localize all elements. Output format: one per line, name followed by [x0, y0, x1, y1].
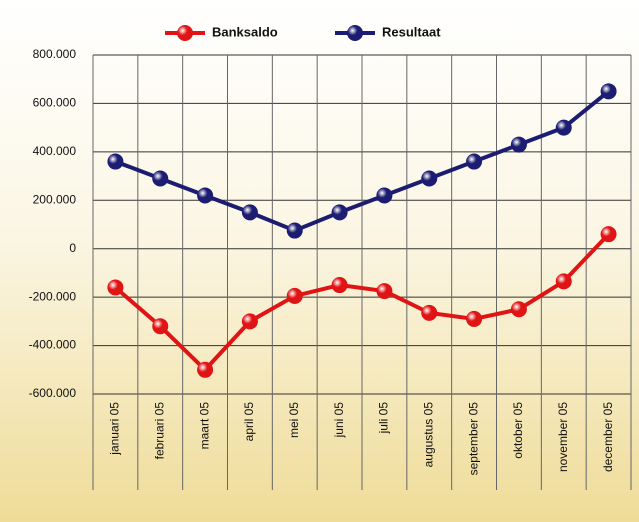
x-tick-label: november 05 — [556, 402, 570, 472]
data-point — [555, 273, 572, 290]
y-tick-label: 600.000 — [33, 96, 77, 110]
y-tick-label: 800.000 — [33, 47, 77, 61]
x-tick-label: mei 05 — [287, 402, 301, 438]
legend-marker — [347, 25, 363, 41]
x-tick-label: juli 05 — [377, 402, 391, 435]
data-point — [376, 283, 393, 300]
x-tick-label: maart 05 — [197, 402, 211, 450]
x-tick-label: december 05 — [601, 402, 615, 472]
data-point — [286, 222, 303, 239]
data-point — [510, 136, 527, 153]
y-tick-label: 200.000 — [33, 192, 77, 206]
y-tick-label: 400.000 — [33, 144, 77, 158]
series-line — [114, 232, 611, 372]
x-tick-label: augustus 05 — [421, 402, 435, 468]
legend-label: Resultaat — [382, 24, 441, 39]
x-tick-label: februari 05 — [152, 402, 166, 460]
data-point — [331, 204, 348, 221]
legend-marker — [177, 25, 193, 41]
data-point — [421, 304, 438, 321]
x-tick-label: oktober 05 — [511, 402, 525, 459]
data-point — [555, 119, 572, 136]
data-point — [510, 301, 527, 318]
y-tick-label: 0 — [69, 241, 76, 255]
data-point — [241, 313, 258, 330]
data-point — [152, 318, 169, 335]
x-tick-label: januari 05 — [108, 402, 122, 456]
data-point — [466, 153, 483, 170]
data-point — [376, 187, 393, 204]
legend-label: Banksaldo — [212, 24, 278, 39]
x-tick-label: juni 05 — [332, 402, 346, 439]
data-point — [241, 204, 258, 221]
data-point — [331, 277, 348, 294]
data-point — [466, 310, 483, 327]
x-tick-label: april 05 — [242, 402, 256, 442]
data-point — [600, 226, 617, 243]
y-tick-label: -400.000 — [29, 338, 77, 352]
data-point — [152, 170, 169, 187]
y-tick-label: -200.000 — [29, 289, 77, 303]
data-point — [197, 361, 214, 378]
y-tick-label: -600.000 — [29, 386, 77, 400]
data-point — [107, 279, 124, 296]
x-tick-label: september 05 — [466, 402, 480, 476]
data-point — [197, 187, 214, 204]
data-point — [286, 287, 303, 304]
data-point — [107, 153, 124, 170]
data-point — [421, 170, 438, 187]
data-point — [600, 83, 617, 100]
